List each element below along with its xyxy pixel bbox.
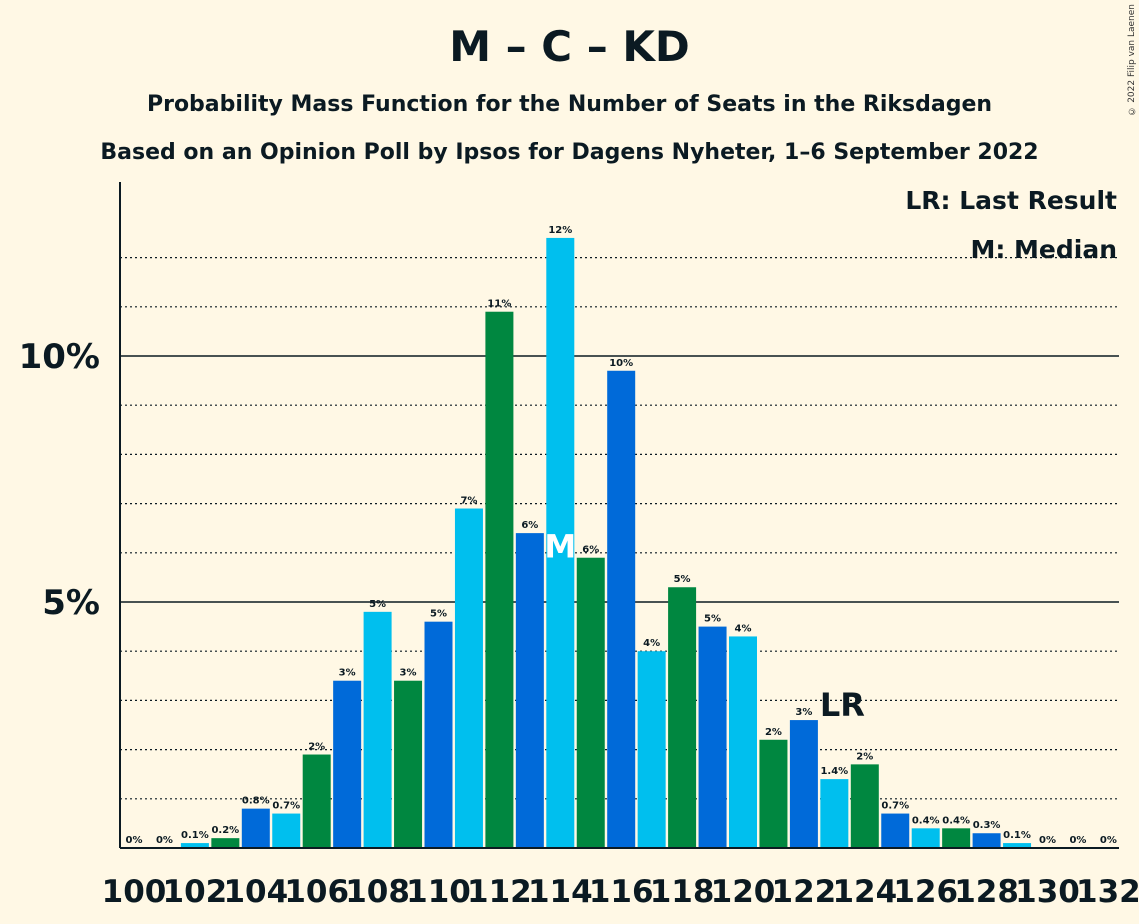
data-label: 2%: [765, 727, 782, 738]
bar-seat-125: [881, 813, 910, 848]
data-label: 5%: [674, 574, 691, 585]
data-label: 5%: [704, 614, 721, 625]
data-label: 0.7%: [881, 801, 909, 812]
data-label: 0%: [126, 835, 143, 846]
data-label: 4%: [735, 623, 752, 634]
chart-title: M – C – KD: [449, 22, 690, 71]
data-label: 3%: [795, 707, 812, 718]
bar-seat-117: [637, 651, 666, 848]
bar-seat-123: [820, 779, 849, 848]
bar-seat-128: [972, 833, 1001, 848]
legend-last-result: LR: Last Result: [905, 186, 1117, 215]
data-label: 4%: [643, 638, 660, 649]
data-label: 6%: [582, 545, 599, 556]
x-tick-label: 100: [102, 874, 167, 910]
median-marker: M: [544, 528, 576, 566]
x-tick-label: 108: [345, 874, 410, 910]
data-label: 0.7%: [272, 801, 300, 812]
data-label: 0.8%: [242, 796, 270, 807]
x-tick-label: 114: [528, 874, 593, 910]
bar-seat-121: [759, 739, 788, 848]
x-tick-label: 116: [589, 874, 654, 910]
x-tick-label: 112: [467, 874, 532, 910]
legend-median: M: Median: [970, 235, 1117, 264]
data-label: 0%: [1100, 835, 1117, 846]
data-label: 0.4%: [942, 815, 970, 826]
bar-seat-107: [333, 680, 362, 848]
bar-seat-102: [180, 843, 209, 848]
y-tick-label: 5%: [42, 583, 100, 623]
data-label: 0%: [1069, 835, 1086, 846]
data-label: 12%: [548, 225, 572, 236]
data-label: 5%: [430, 609, 447, 620]
bar-seat-113: [515, 533, 544, 848]
bar-seat-122: [789, 720, 818, 848]
x-tick-label: 118: [650, 874, 715, 910]
bar-seat-110: [424, 621, 453, 848]
bar-seat-115: [576, 557, 605, 848]
data-label: 3%: [400, 668, 417, 679]
bar-seat-109: [394, 680, 423, 848]
data-label: 0.1%: [1003, 830, 1031, 841]
bar-seat-114: [546, 237, 575, 849]
chart-source-line: Based on an Opinion Poll by Ipsos for Da…: [100, 140, 1039, 165]
data-label: 11%: [487, 299, 511, 310]
bar-seat-108: [363, 611, 392, 848]
x-tick-label: 128: [954, 874, 1019, 910]
data-label: 6%: [521, 520, 538, 531]
bar-seat-106: [302, 754, 331, 848]
data-label: 7%: [460, 496, 477, 507]
data-label: 0%: [156, 835, 173, 846]
bar-seat-124: [850, 764, 879, 848]
bar-seat-129: [1003, 843, 1032, 848]
x-tick-label: 110: [406, 874, 471, 910]
bar-seat-103: [211, 838, 240, 848]
x-tick-label: 104: [223, 874, 288, 910]
data-label: 0.3%: [973, 820, 1001, 831]
chart-subtitle: Probability Mass Function for the Number…: [146, 92, 993, 117]
data-label: 0%: [1039, 835, 1056, 846]
bar-seat-118: [668, 587, 697, 848]
data-label: 1.4%: [820, 766, 848, 777]
y-tick-label: 10%: [19, 337, 100, 377]
axes: 5%10%10010210410610811011211411611812012…: [19, 182, 1139, 910]
bar-seat-116: [607, 370, 636, 848]
last-result-marker: LR: [820, 686, 865, 724]
data-label: 0.2%: [211, 825, 239, 836]
data-label: 5%: [369, 599, 386, 610]
x-tick-label: 106: [284, 874, 349, 910]
data-label: 2%: [308, 742, 325, 753]
bar-seat-119: [698, 626, 727, 848]
data-label: 10%: [609, 358, 633, 369]
x-tick-label: 126: [893, 874, 958, 910]
bar-seat-104: [241, 808, 270, 848]
x-tick-label: 130: [1015, 874, 1080, 910]
data-label: 0.1%: [181, 830, 209, 841]
bar-seat-120: [729, 636, 757, 848]
x-tick-label: 132: [1076, 874, 1139, 910]
bar-seat-126: [911, 828, 940, 848]
bars: [180, 237, 1032, 849]
x-tick-label: 102: [163, 874, 228, 910]
data-label: 3%: [339, 668, 356, 679]
bar-seat-127: [942, 828, 971, 848]
bar-seat-105: [272, 813, 301, 848]
data-label: 0.4%: [912, 815, 940, 826]
x-tick-label: 124: [832, 874, 897, 910]
data-labels: 0% 0% 0.1% 0.2%0.8% 0.7%2%3%5%3%5%7%11%6%12%…: [126, 225, 1117, 846]
x-tick-label: 122: [772, 874, 837, 910]
bar-seat-111: [454, 508, 483, 848]
x-tick-label: 120: [711, 874, 776, 910]
data-label: 2%: [856, 751, 873, 762]
bar-seat-112: [485, 311, 514, 849]
